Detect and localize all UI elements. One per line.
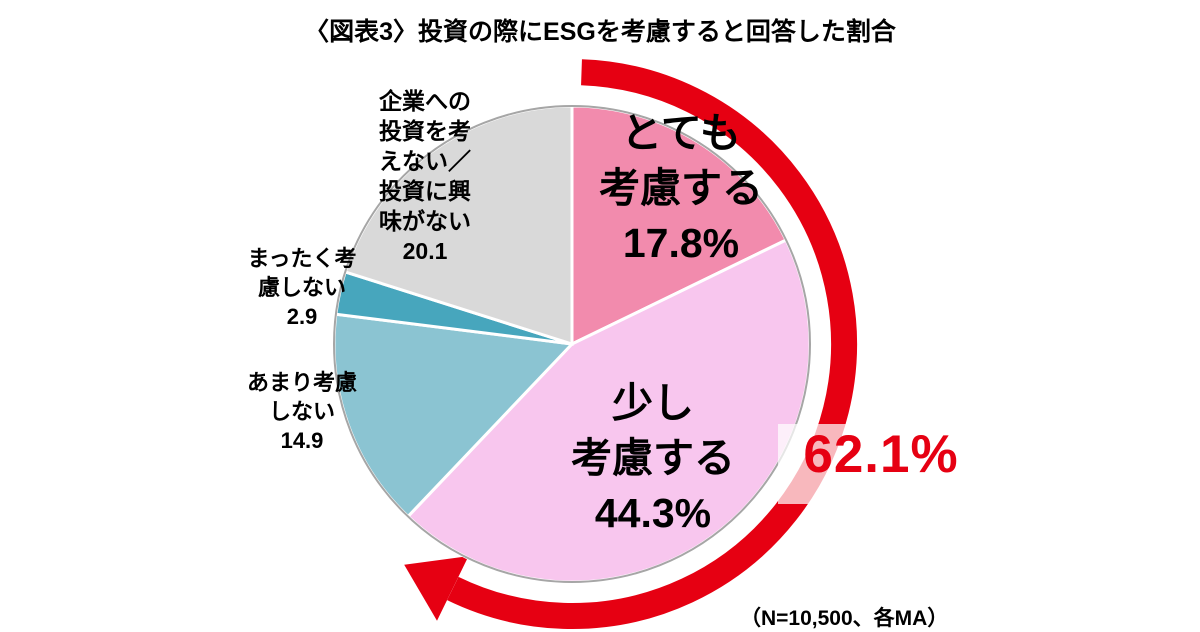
emphasis-arrow-head xyxy=(404,556,469,621)
label-line: しない xyxy=(268,399,335,424)
label-line: 14.9 xyxy=(280,428,324,453)
label-line: 少し xyxy=(612,380,694,426)
label-mattaku-kouryo-shinai: まったく考 慮しない 2.9 xyxy=(232,244,372,331)
label-no-investment-interest: 企業への 投資を考 えない／ 投資に興 味がない 20.1 xyxy=(356,86,494,266)
label-line: 20.1 xyxy=(402,238,448,264)
chart-title: 〈図表3〉投資の際にESGを考慮すると回答した割合 xyxy=(304,18,896,46)
combined-percentage: 62.1% xyxy=(803,425,959,484)
label-line: 考慮する xyxy=(571,435,735,481)
label-line: 企業への xyxy=(379,88,471,114)
label-line: 17.8% xyxy=(622,220,740,266)
label-sukoshi-kouryo: 少し 考慮する 44.3% xyxy=(528,376,778,541)
label-line: 44.3% xyxy=(594,490,712,536)
label-line: まったく考 xyxy=(247,246,357,271)
label-line: あまり考慮 xyxy=(246,370,357,395)
label-line: 投資に興 xyxy=(379,178,471,204)
label-line: 2.9 xyxy=(286,304,318,329)
label-line: とても xyxy=(621,110,741,156)
label-amari-kouryo-shinai: あまり考慮 しない 14.9 xyxy=(232,368,372,455)
label-line: 考慮する xyxy=(599,165,763,211)
label-line: 味がない xyxy=(379,208,471,234)
label-line: 慮しない xyxy=(257,275,346,300)
pie-outline xyxy=(333,105,811,583)
emphasis-arrow-arc xyxy=(447,59,858,630)
label-line: 投資を考 xyxy=(379,118,471,144)
sample-size-note: （N=10,500、各MA） xyxy=(740,607,949,630)
label-totemo-kouryo: とても 考慮する 17.8% xyxy=(556,106,806,271)
label-line: えない／ xyxy=(379,148,471,174)
highlight-backdrop xyxy=(778,424,984,504)
